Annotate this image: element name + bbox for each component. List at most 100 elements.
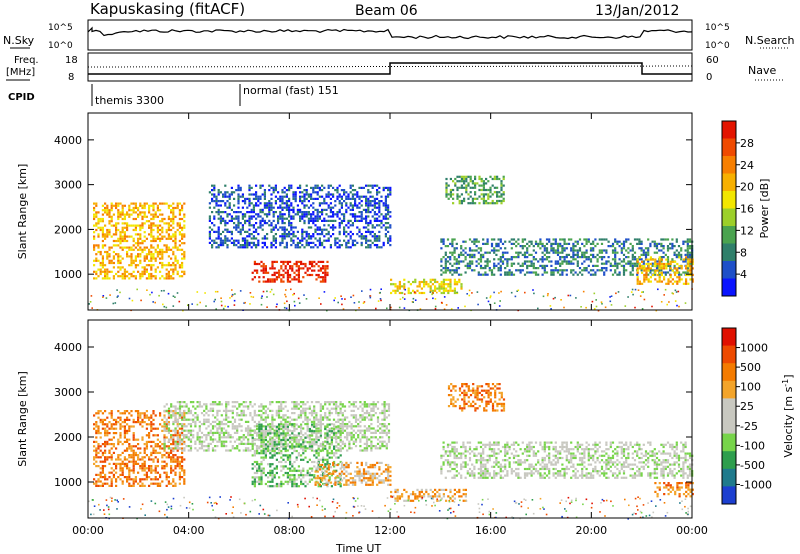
data-cell xyxy=(563,249,566,252)
data-cell xyxy=(658,267,661,270)
noise-cell xyxy=(432,297,434,300)
data-cell xyxy=(220,403,223,406)
data-cell xyxy=(172,405,175,408)
data-cell xyxy=(154,213,157,216)
data-cell xyxy=(343,213,346,216)
data-cell xyxy=(104,458,107,461)
data-cell xyxy=(117,416,120,419)
data-cell xyxy=(183,469,186,472)
data-cell xyxy=(313,405,316,408)
data-cell xyxy=(442,289,445,292)
data-cell xyxy=(211,193,214,196)
data-cell xyxy=(592,240,595,243)
data-cell xyxy=(429,287,432,290)
data-cell xyxy=(380,219,383,222)
data-cell xyxy=(272,235,275,238)
data-cell xyxy=(97,416,100,419)
data-cell xyxy=(152,215,155,218)
data-cell xyxy=(130,275,133,278)
data-cell xyxy=(128,224,131,227)
data-cell xyxy=(185,412,188,415)
data-cell xyxy=(289,267,292,270)
data-cell xyxy=(106,231,109,234)
data-cell xyxy=(200,423,204,426)
data-cell xyxy=(485,193,488,196)
data-cell xyxy=(222,195,225,198)
data-cell xyxy=(296,246,299,249)
data-cell xyxy=(277,401,281,404)
noise-cell xyxy=(610,295,613,297)
data-cell xyxy=(274,246,277,249)
data-cell xyxy=(380,222,383,225)
data-cell xyxy=(266,215,269,218)
data-cell xyxy=(347,246,350,249)
data-cell xyxy=(229,434,232,437)
data-cell xyxy=(121,206,124,210)
data-cell xyxy=(137,242,140,245)
data-cell xyxy=(222,409,226,412)
data-cell xyxy=(316,226,319,229)
data-cell xyxy=(636,269,639,272)
data-cell xyxy=(550,249,553,252)
data-cell xyxy=(93,456,96,459)
data-cell xyxy=(510,247,513,250)
data-cell xyxy=(274,184,277,187)
data-cell xyxy=(219,204,222,207)
data-cell xyxy=(677,267,681,270)
data-cell xyxy=(365,215,368,218)
data-cell xyxy=(323,200,326,203)
data-cell xyxy=(172,235,175,238)
data-cell xyxy=(189,440,193,443)
data-cell xyxy=(667,280,670,283)
data-cell xyxy=(101,228,104,232)
data-cell xyxy=(172,233,175,236)
noise-cell xyxy=(489,296,492,299)
data-cell xyxy=(358,228,361,231)
noise-cell xyxy=(174,296,176,298)
data-cell xyxy=(482,267,485,270)
data-cell xyxy=(638,256,641,259)
data-cell xyxy=(161,418,164,421)
data-cell xyxy=(306,269,309,272)
data-cell xyxy=(172,277,175,280)
data-cell xyxy=(99,270,102,273)
data-cell xyxy=(343,219,346,222)
data-cell xyxy=(148,211,151,214)
data-cell xyxy=(161,465,164,468)
data-cell xyxy=(123,268,126,271)
data-cell xyxy=(647,273,650,276)
data-cell xyxy=(216,414,219,417)
data-cell xyxy=(101,421,104,424)
data-cell xyxy=(532,249,535,252)
data-cell xyxy=(444,271,447,274)
data-cell xyxy=(603,262,606,265)
noise-cell xyxy=(582,290,585,293)
data-cell xyxy=(532,264,535,267)
noise-cell xyxy=(229,297,231,299)
data-cell xyxy=(163,436,166,439)
data-cell xyxy=(141,478,144,481)
data-cell xyxy=(104,473,107,476)
data-cell xyxy=(616,240,619,243)
data-cell xyxy=(253,260,256,263)
noise-cell xyxy=(88,303,90,305)
data-cell xyxy=(665,262,668,266)
data-cell xyxy=(260,405,263,408)
data-cell xyxy=(235,211,238,214)
data-cell xyxy=(354,215,357,218)
noise-cell xyxy=(112,302,115,305)
data-cell xyxy=(367,197,370,200)
data-cell xyxy=(449,258,452,261)
data-cell xyxy=(222,239,225,242)
data-cell xyxy=(306,267,309,270)
data-cell xyxy=(482,188,485,192)
data-cell xyxy=(649,269,652,272)
noise-cell xyxy=(671,292,674,294)
data-cell xyxy=(327,186,330,189)
data-cell xyxy=(688,238,692,241)
data-cell xyxy=(128,478,131,481)
data-cell xyxy=(123,421,126,424)
data-cell xyxy=(685,280,688,283)
data-cell xyxy=(145,416,148,419)
noise-cell xyxy=(593,292,596,295)
